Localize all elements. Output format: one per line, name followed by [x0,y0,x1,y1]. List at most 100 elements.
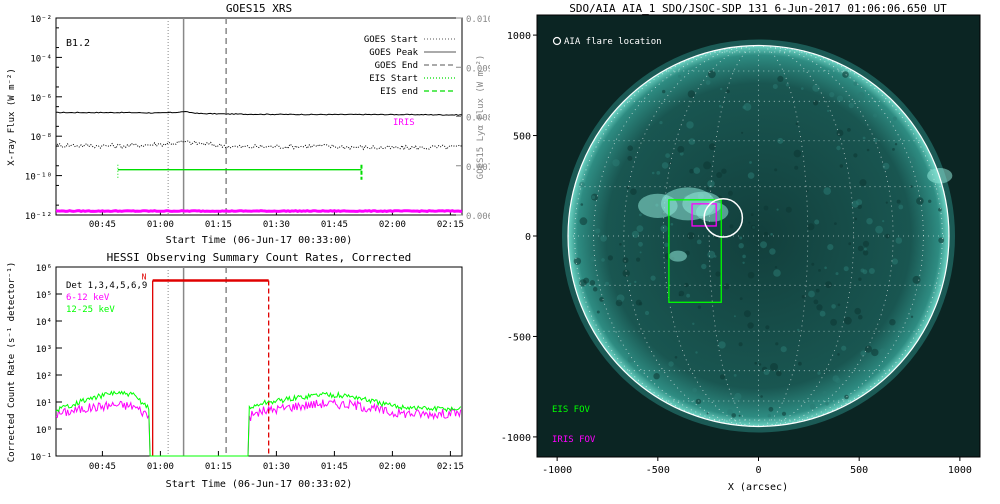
disk-texture-spot [596,310,600,314]
disk-texture-spot [627,155,633,161]
disk-texture-spot [857,245,864,252]
hessi-series-line [55,390,462,457]
disk-texture-spot [857,91,865,99]
goes-y-tick-label: 10⁻⁴ [30,54,52,64]
disk-texture-spot [659,121,663,125]
disk-texture-spot [892,148,895,151]
disk-texture-spot [858,314,863,320]
disk-texture-spot [580,203,584,206]
disk-texture-spot [860,350,866,357]
disk-texture-spot [636,225,644,233]
disk-texture-spot [662,89,666,94]
flare-location-circle [703,198,744,238]
disk-texture-spot [853,81,858,87]
disk-texture-spot [715,271,721,277]
disk-texture-spot [661,162,669,169]
disk-texture-spot [739,57,742,60]
disk-texture-spot [684,282,689,288]
goes-legend-label: GOES End [375,61,418,71]
goes-y-tick-label: 10⁻⁶ [30,94,52,104]
disk-texture-spot [600,234,607,242]
aia-x-tick-label: -500 [646,465,670,476]
disk-texture-spot [697,305,702,309]
disk-texture-spot [839,164,843,168]
disk-texture-spot [605,281,609,286]
aia-x-tick-label: 1000 [948,465,972,476]
disk-texture-spot [801,294,806,299]
disk-texture-spot [844,394,849,400]
grid-longitude-line [762,45,809,427]
disk-texture-spot [677,74,682,78]
disk-texture-spot [910,315,914,318]
hessi-y-axis-label: Corrected Count Rate (s⁻¹ detector⁻¹) [7,262,17,462]
aia-x-axis-label: X (arcsec) [728,482,788,493]
disk-texture-spot [770,233,773,236]
hessi-x-tick-label: 00:45 [89,462,116,472]
disk-texture-spot [781,411,787,416]
hessi-legend-label: 12-25 keV [66,305,115,315]
disk-texture-spot [889,319,896,326]
disk-texture-spot [777,75,784,82]
hessi-y-tick-label: 10⁰ [36,426,52,436]
disk-texture-spot [579,217,588,226]
hessi-y-tick-label: 10¹ [36,399,52,409]
disk-texture-spot [692,322,695,325]
hessi-detectors-label: Det 1,3,4,5,6,9 [66,281,147,291]
aia-y-tick-label: -1000 [501,433,531,444]
goes-x-tick-label: 01:30 [263,220,290,230]
disk-texture-spot [772,84,778,89]
disk-texture-spot [777,137,784,144]
disk-texture-spot [873,137,878,143]
aia-x-tick-label: 500 [850,465,868,476]
disk-texture-spot [834,222,837,226]
disk-texture-spot [664,242,669,247]
disk-texture-spot [721,168,727,174]
disk-texture-spot [741,131,744,134]
goes-series-line [55,110,463,116]
disk-texture-spot [607,255,613,261]
disk-texture-spot [707,180,715,188]
disk-texture-spot [601,258,605,262]
disk-texture-spot [720,87,723,91]
disk-texture-spot [848,102,854,109]
goes-x-tick-label: 01:15 [205,220,232,230]
aia-y-tick-label: 0 [525,232,531,243]
disk-texture-spot [638,302,643,306]
flare-legend-symbol [552,36,562,46]
disk-texture-spot [882,162,890,170]
disk-texture-spot [583,277,590,284]
goes-legend-label: GOES Start [364,35,418,45]
goes-legend-label: EIS end [380,87,418,97]
aia-x-tick-label: 0 [755,465,761,476]
disk-texture-spot [639,213,642,217]
goes-x-tick-label: 02:00 [379,220,406,230]
disk-texture-spot [678,290,685,297]
hessi-x-axis-label: Start Time (06-Jun-17 00:33:02) [166,479,353,490]
disk-texture-spot [729,224,734,229]
disk-texture-spot [739,236,743,240]
goes-x-tick-label: 00:45 [89,220,116,230]
disk-texture-spot [706,412,709,415]
disk-texture-spot [807,223,815,231]
disk-texture-spot [795,122,799,126]
grid-longitude-line [708,45,755,427]
disk-texture-spot [837,303,841,307]
hessi-chart-title: HESSI Observing Summary Count Rates, Cor… [107,251,412,264]
disk-texture-spot [770,363,778,371]
disk-texture-spot [894,143,898,146]
disk-texture-spot [750,213,754,217]
disk-texture-spot [793,149,802,158]
disk-texture-spot [573,257,582,265]
disk-texture-spot [622,269,630,277]
disk-texture-spot [811,262,815,266]
disk-texture-spot [862,136,866,140]
disk-texture-spot [664,88,669,93]
hessi-y-tick-label: 10⁶ [36,264,52,274]
disk-texture-spot [912,275,921,284]
disk-texture-spot [656,171,661,175]
disk-texture-spot [916,197,924,205]
goes-chart-title: GOES15 XRS [226,2,292,15]
disk-texture-spot [864,247,867,251]
disk-texture-spot [842,71,849,78]
disk-texture-spot [801,87,804,90]
